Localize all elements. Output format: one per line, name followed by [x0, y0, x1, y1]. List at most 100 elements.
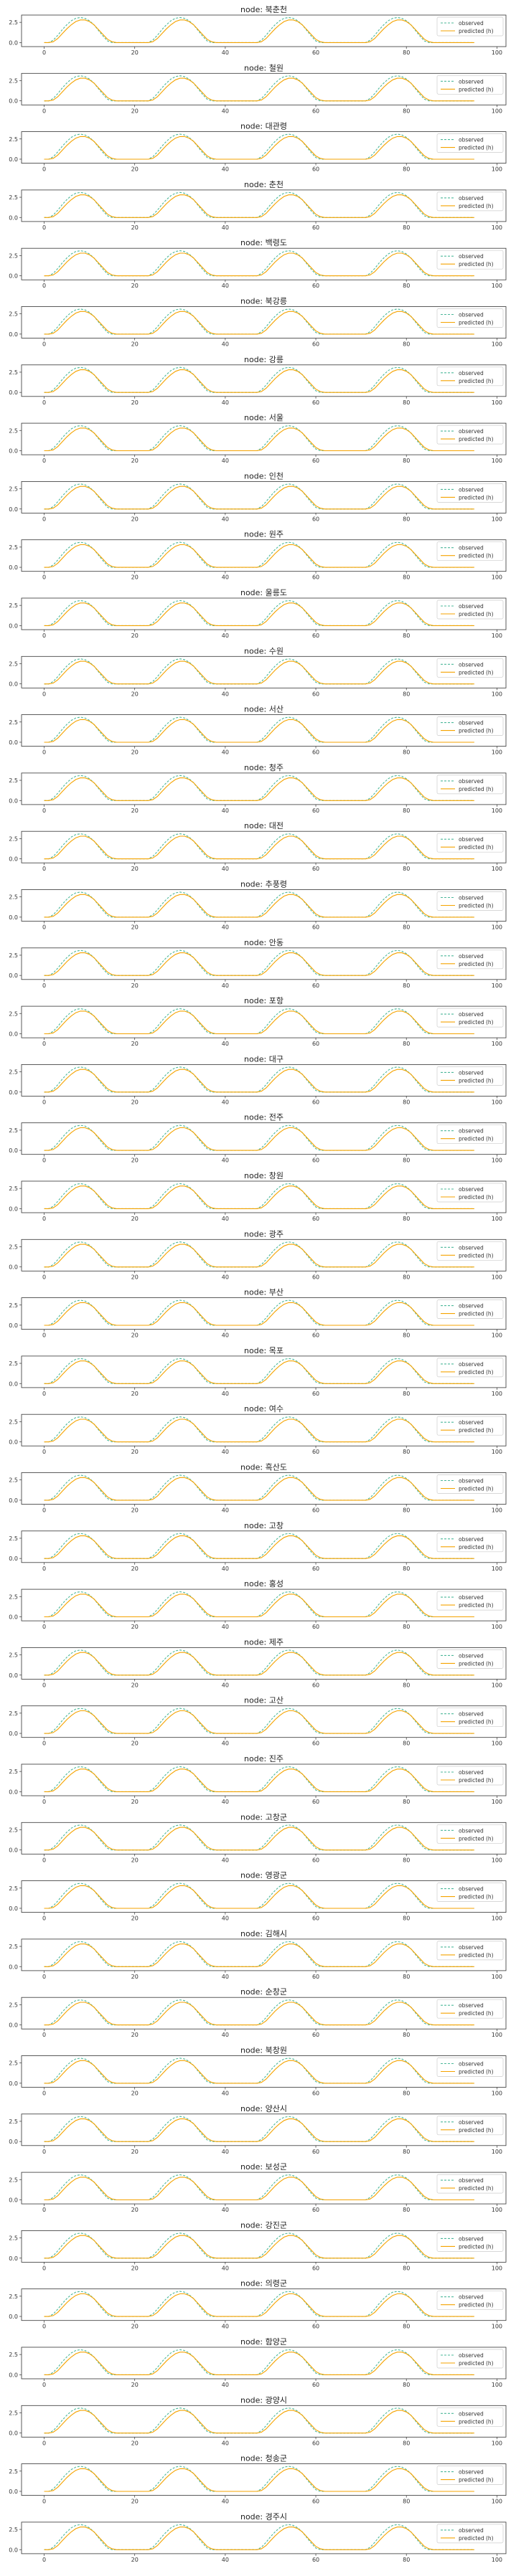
legend-label: predicted (h): [459, 1311, 494, 1317]
x-tick-label: 80: [403, 2149, 410, 2155]
y-tick-label: 0.0: [9, 98, 18, 105]
legend-label: observed: [459, 2527, 484, 2534]
y-tick-label: 0.0: [9, 972, 18, 979]
x-tick-label: 100: [492, 1566, 502, 1572]
legend-label: predicted (h): [459, 2069, 494, 2075]
panel-title: node: 순창군: [240, 1987, 287, 1997]
x-tick-label: 0: [42, 2207, 46, 2213]
legend-label: predicted (h): [459, 1660, 494, 1667]
legend-label: observed: [459, 1011, 484, 1018]
y-tick-label: 0.0: [9, 564, 18, 571]
panel-title: node: 고창군: [240, 1812, 287, 1822]
x-tick-label: 0: [42, 108, 46, 114]
x-tick-label: 80: [403, 924, 410, 931]
plot-area: [21, 2230, 507, 2263]
x-tick-label: 60: [312, 2149, 319, 2155]
predicted-line: [44, 136, 474, 160]
x-tick-label: 40: [222, 2499, 229, 2505]
panel: node: 안동 0.0 2.5 0 20 40 60 80 100 observedpredic…: [9, 938, 507, 989]
x-tick-label: 0: [42, 2382, 46, 2388]
predicted-line: [44, 2527, 474, 2550]
legend-label: predicted (h): [459, 1544, 494, 1550]
x-tick-label: 100: [492, 691, 502, 697]
panel-title: node: 김해시: [240, 1928, 287, 1938]
predicted-line: [44, 1710, 474, 1734]
x-tick-label: 60: [312, 516, 319, 522]
y-tick-label: 2.5: [9, 1477, 18, 1484]
x-tick-label: 40: [222, 749, 229, 756]
legend-label: observed: [459, 137, 484, 143]
x-tick-label: 100: [492, 808, 502, 814]
legend-label: observed: [459, 2235, 484, 2242]
x-tick-label: 100: [492, 1916, 502, 1922]
x-tick-label: 80: [403, 633, 410, 639]
x-tick-label: 0: [42, 2499, 46, 2505]
x-tick-label: 60: [312, 2207, 319, 2213]
panel-title: node: 여수: [244, 1404, 283, 1414]
x-tick-label: 40: [222, 2265, 229, 2271]
panel-title: node: 강릉: [244, 355, 283, 364]
x-tick-label: 80: [403, 1507, 410, 1514]
y-tick-label: 0.0: [9, 2255, 18, 2262]
x-tick-label: 80: [403, 574, 410, 581]
legend-label: predicted (h): [459, 553, 494, 559]
y-tick-label: 2.5: [9, 1710, 18, 1717]
predicted-line: [44, 2060, 474, 2084]
panel-title: node: 강진군: [240, 2220, 287, 2230]
y-tick-label: 0.0: [9, 1964, 18, 1970]
panel-title: node: 부산: [244, 1288, 283, 1297]
x-tick-label: 60: [312, 1974, 319, 1980]
y-tick-label: 0.0: [9, 1672, 18, 1679]
x-tick-label: 20: [131, 458, 139, 464]
legend-label: observed: [459, 1769, 484, 1776]
panel: node: 보성군 0.0 2.5 0 20 40 60 80 100 observedpredi…: [9, 2162, 507, 2213]
legend-label: predicted (h): [459, 1427, 494, 1434]
x-tick-label: 100: [492, 108, 502, 114]
plot-area: [21, 1763, 507, 1796]
panel: node: 철원 0.0 2.5 0 20 40 60 80 100 observedpredic…: [9, 63, 507, 114]
x-tick-label: 100: [492, 399, 502, 406]
x-tick-label: 20: [131, 1916, 139, 1922]
y-tick-label: 0.0: [9, 1847, 18, 1854]
y-tick-label: 0.0: [9, 2080, 18, 2087]
legend-label: observed: [459, 1886, 484, 1893]
y-tick-label: 0.0: [9, 39, 18, 46]
x-tick-label: 60: [312, 1274, 319, 1280]
y-tick-label: 2.5: [9, 311, 18, 318]
x-tick-label: 40: [222, 1507, 229, 1514]
legend-label: observed: [459, 545, 484, 551]
panel: node: 북강릉 0.0 2.5 0 20 40 60 80 100 observed predi…: [9, 297, 507, 348]
legend-label: predicted (h): [459, 2535, 494, 2542]
x-tick-label: 20: [131, 1682, 139, 1688]
x-tick-label: 20: [131, 982, 139, 989]
y-tick-label: 0.0: [9, 856, 18, 863]
legend-label: predicted (h): [459, 203, 494, 209]
x-tick-label: 0: [42, 283, 46, 289]
y-tick-label: 0.0: [9, 1789, 18, 1795]
x-tick-label: 20: [131, 108, 139, 114]
panel: node: 대관령 0.0 2.5 0 20 40 60 80 100 observed predi…: [9, 122, 507, 173]
x-tick-label: 40: [222, 1332, 229, 1339]
x-tick-label: 40: [222, 2090, 229, 2097]
x-tick-label: 100: [492, 458, 502, 464]
x-tick-label: 0: [42, 341, 46, 348]
x-tick-label: 60: [312, 224, 319, 231]
panel: node: 전주 0.0 2.5 0 20 40 60 80 100 observedpredic…: [9, 1113, 507, 1164]
legend-label: predicted (h): [459, 1486, 494, 1492]
x-tick-label: 60: [312, 283, 319, 289]
legend-label: predicted (h): [459, 2010, 494, 2017]
legend-label: predicted (h): [459, 1602, 494, 1609]
x-tick-label: 40: [222, 1041, 229, 1047]
x-tick-label: 0: [42, 399, 46, 406]
x-tick-label: 20: [131, 2557, 139, 2563]
legend-label: predicted (h): [459, 494, 494, 501]
legend-label: predicted (h): [459, 436, 494, 442]
y-tick-label: 2.5: [9, 1302, 18, 1309]
x-tick-label: 0: [42, 691, 46, 697]
x-tick-label: 20: [131, 749, 139, 756]
plot-area: [21, 72, 507, 105]
x-tick-label: 100: [492, 2149, 502, 2155]
x-tick-label: 80: [403, 2090, 410, 2097]
x-tick-label: 100: [492, 1624, 502, 1630]
x-tick-label: 0: [42, 1216, 46, 1222]
